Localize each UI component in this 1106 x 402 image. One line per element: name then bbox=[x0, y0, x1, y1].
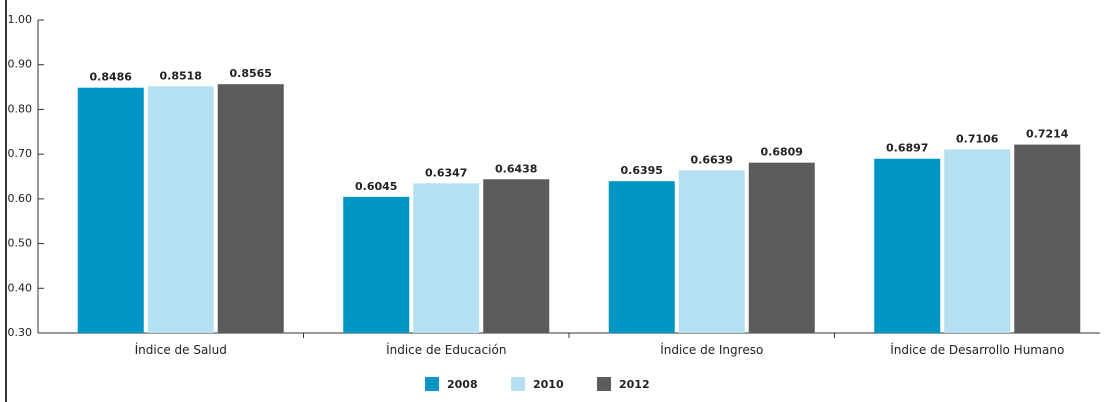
legend-swatch bbox=[597, 377, 611, 391]
legend-swatch bbox=[511, 377, 525, 391]
y-tick-label: 0.70 bbox=[8, 147, 33, 160]
bar bbox=[147, 86, 214, 333]
data-label: 0.6809 bbox=[761, 146, 803, 159]
y-tick-label: 0.50 bbox=[8, 237, 33, 250]
bar bbox=[608, 181, 675, 333]
data-label: 0.8518 bbox=[160, 69, 202, 82]
data-label: 0.7214 bbox=[1026, 128, 1069, 141]
data-label: 0.7106 bbox=[956, 132, 999, 145]
bar bbox=[483, 179, 550, 333]
y-tick-label: 0.40 bbox=[8, 281, 33, 294]
y-tick-label: 0.90 bbox=[8, 58, 33, 71]
data-label: 0.6347 bbox=[425, 166, 467, 179]
y-tick-label: 0.60 bbox=[8, 192, 33, 205]
legend-swatch bbox=[425, 377, 439, 391]
data-label: 0.6639 bbox=[691, 153, 733, 166]
y-tick-label: 0.30 bbox=[8, 326, 33, 339]
x-tick-label: Índice de Educación bbox=[386, 343, 507, 357]
bar bbox=[748, 162, 815, 333]
legend-label: 2008 bbox=[447, 378, 478, 391]
bar bbox=[1014, 144, 1081, 333]
data-label: 0.6897 bbox=[886, 142, 928, 155]
bar bbox=[874, 158, 941, 333]
data-label: 0.8565 bbox=[230, 67, 272, 80]
bar bbox=[413, 183, 480, 333]
y-tick-label: 1.00 bbox=[8, 13, 33, 26]
data-label: 0.6045 bbox=[355, 180, 397, 193]
bar bbox=[217, 84, 284, 333]
legend-label: 2012 bbox=[619, 378, 650, 391]
data-label: 0.8486 bbox=[90, 71, 133, 84]
bar bbox=[944, 149, 1011, 333]
x-tick-label: Índice de Ingreso bbox=[660, 343, 764, 357]
data-label: 0.6395 bbox=[621, 164, 663, 177]
legend-label: 2010 bbox=[533, 378, 564, 391]
data-label: 0.6438 bbox=[495, 162, 537, 175]
bar bbox=[77, 87, 144, 334]
x-tick-label: Índice de Salud bbox=[134, 343, 227, 357]
y-tick-label: 0.80 bbox=[8, 102, 33, 115]
bar bbox=[678, 170, 745, 333]
bar bbox=[343, 196, 410, 333]
x-tick-label: Índice de Desarrollo Humano bbox=[890, 343, 1065, 357]
